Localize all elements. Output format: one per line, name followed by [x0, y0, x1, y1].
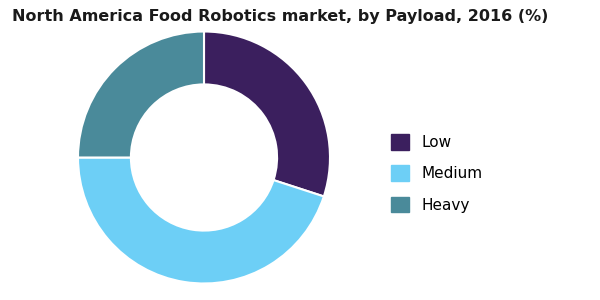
Legend: Low, Medium, Heavy: Low, Medium, Heavy [385, 128, 489, 219]
Text: North America Food Robotics market, by Payload, 2016 (%): North America Food Robotics market, by P… [12, 9, 548, 24]
Wedge shape [78, 158, 324, 284]
Wedge shape [78, 32, 204, 158]
Wedge shape [204, 32, 330, 196]
